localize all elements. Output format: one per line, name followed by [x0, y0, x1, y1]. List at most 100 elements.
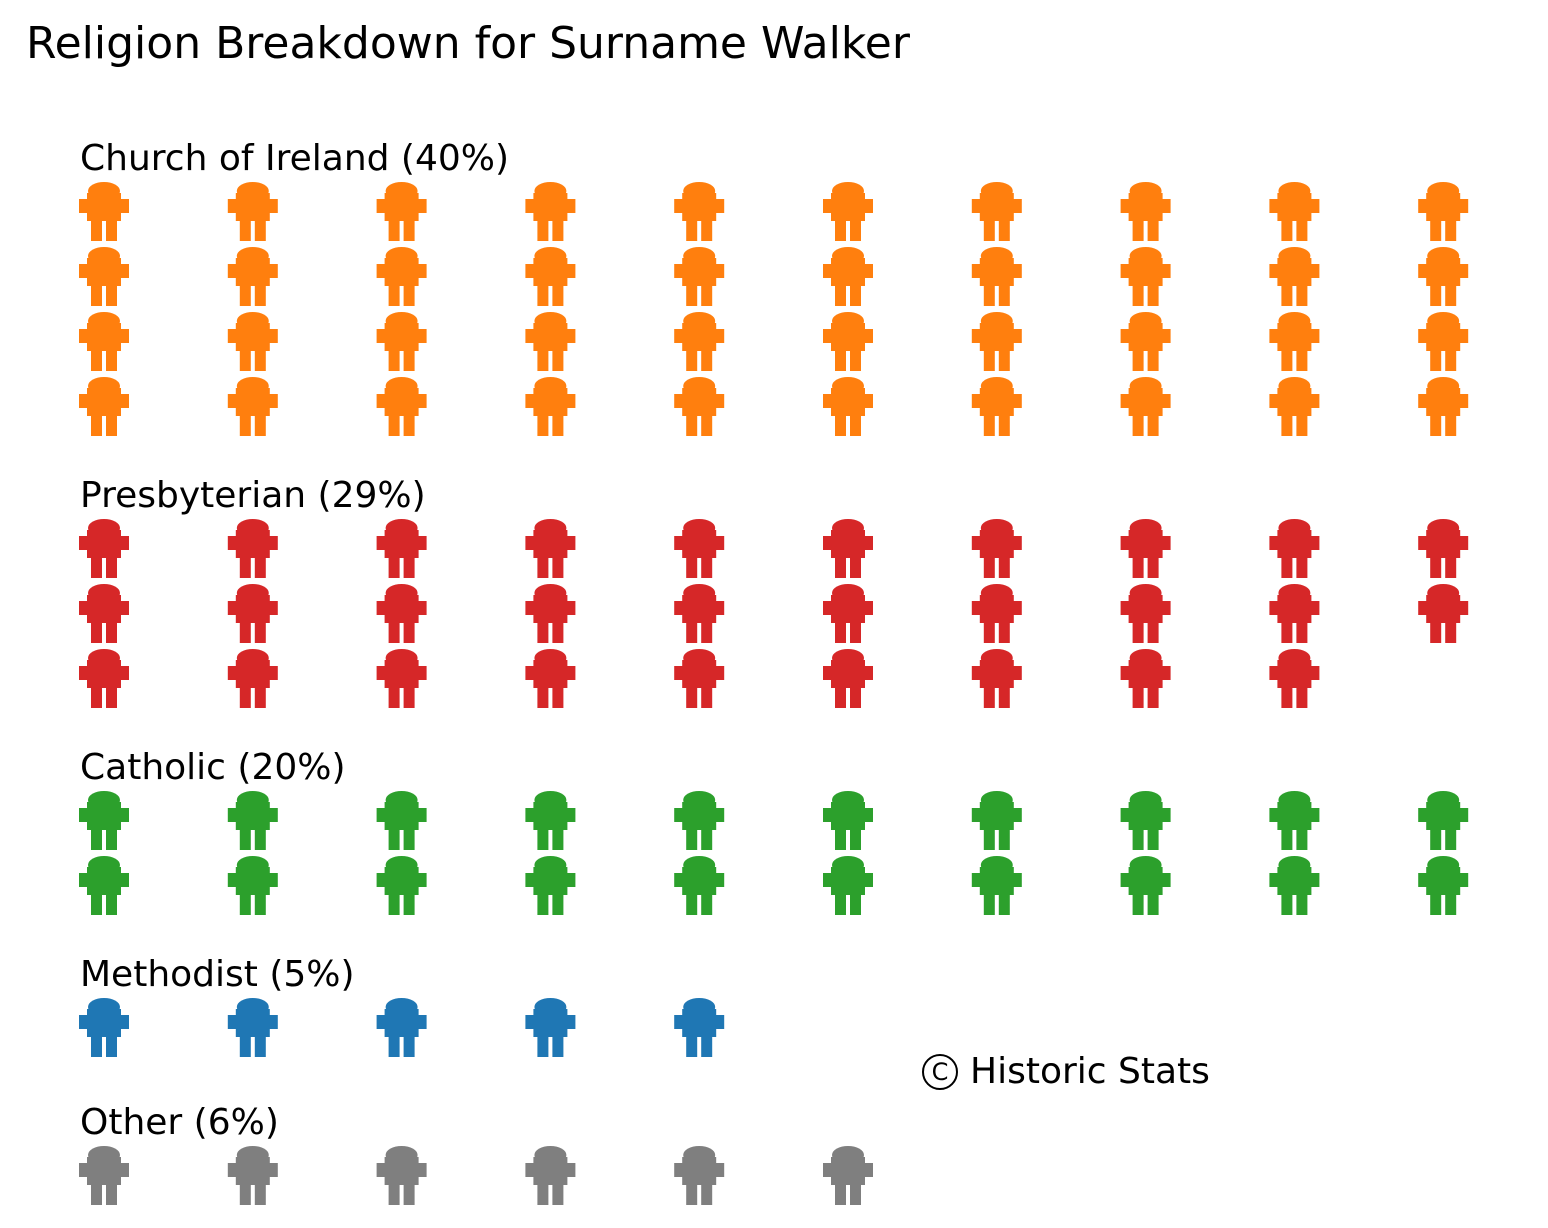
person-icon-church-of-ireland [525, 312, 576, 371]
person-icon-presbyterian [971, 649, 1022, 708]
person-icon-presbyterian [1120, 584, 1171, 643]
person-icon-church-of-ireland [79, 247, 129, 306]
person-icon-presbyterian [823, 584, 873, 643]
person-icon-presbyterian [525, 519, 576, 578]
group-label-other: Other (6%) [80, 1102, 279, 1143]
person-icon-church-of-ireland [1120, 182, 1171, 241]
person-icon-presbyterian [227, 649, 278, 708]
person-icon-church-of-ireland [227, 182, 278, 241]
person-icon-church-of-ireland [674, 182, 725, 241]
person-icon-other [79, 1146, 129, 1205]
person-icon-other [227, 1146, 278, 1205]
person-icon-catholic [1120, 791, 1171, 850]
person-icon-catholic [674, 856, 725, 915]
person-icon-presbyterian [1120, 649, 1171, 708]
person-icon-church-of-ireland [823, 247, 873, 306]
person-icon-church-of-ireland [823, 312, 873, 371]
person-icon-church-of-ireland [971, 247, 1022, 306]
person-icon-catholic [1418, 791, 1469, 850]
person-icon-catholic [79, 791, 129, 850]
person-icon-church-of-ireland [376, 247, 427, 306]
person-icon-catholic [79, 856, 129, 915]
person-icon-church-of-ireland [376, 312, 427, 371]
person-icon-catholic [376, 791, 427, 850]
person-icon-presbyterian [674, 584, 725, 643]
person-icon-church-of-ireland [1418, 247, 1469, 306]
person-icon-catholic [823, 856, 873, 915]
person-icon-presbyterian [525, 584, 576, 643]
person-icon-catholic [971, 856, 1022, 915]
person-icon-church-of-ireland [79, 377, 129, 436]
person-icon-presbyterian [1120, 519, 1171, 578]
person-icon-catholic [525, 856, 576, 915]
person-icon-methodist [376, 998, 427, 1057]
person-icon-catholic [1269, 856, 1320, 915]
person-icon-church-of-ireland [1269, 312, 1320, 371]
group-label-methodist: Methodist (5%) [80, 954, 355, 995]
group-label-presbyterian: Presbyterian (29%) [80, 475, 426, 516]
person-icon-catholic [1418, 856, 1469, 915]
person-icon-catholic [674, 791, 725, 850]
person-icon-presbyterian [376, 649, 427, 708]
person-icon-presbyterian [1418, 519, 1469, 578]
person-icon-presbyterian [1269, 584, 1320, 643]
person-icon-church-of-ireland [376, 182, 427, 241]
person-icon-presbyterian [227, 584, 278, 643]
person-icon-presbyterian [525, 649, 576, 708]
person-icon-church-of-ireland [525, 247, 576, 306]
person-icon-presbyterian [823, 649, 873, 708]
person-icon-presbyterian [1418, 584, 1469, 643]
person-icon-church-of-ireland [227, 247, 278, 306]
person-icon-presbyterian [376, 519, 427, 578]
person-icon-presbyterian [79, 584, 129, 643]
person-icon-church-of-ireland [1418, 182, 1469, 241]
chart-title: Religion Breakdown for Surname Walker [26, 18, 910, 69]
person-icon-church-of-ireland [1120, 247, 1171, 306]
person-icon-methodist [525, 998, 576, 1057]
annotation-text: Historic Stats [970, 1051, 1210, 1092]
person-icon-church-of-ireland [1269, 377, 1320, 436]
person-icon-methodist [674, 998, 725, 1057]
person-icon-church-of-ireland [971, 182, 1022, 241]
person-icon-church-of-ireland [227, 377, 278, 436]
person-icon-church-of-ireland [971, 377, 1022, 436]
person-icon-church-of-ireland [674, 377, 725, 436]
person-icon-other [674, 1146, 725, 1205]
person-icon-catholic [1269, 791, 1320, 850]
person-icon-church-of-ireland [79, 182, 129, 241]
person-icon-catholic [525, 791, 576, 850]
person-icon-presbyterian [376, 584, 427, 643]
person-icon-church-of-ireland [674, 312, 725, 371]
person-icon-catholic [376, 856, 427, 915]
person-icon-church-of-ireland [227, 312, 278, 371]
person-icon-church-of-ireland [674, 247, 725, 306]
person-icon-presbyterian [674, 519, 725, 578]
person-icon-other [823, 1146, 873, 1205]
copyright-annotation: C Historic Stats [922, 1050, 1210, 1093]
person-icon-church-of-ireland [1418, 312, 1469, 371]
person-icon-church-of-ireland [1120, 312, 1171, 371]
person-icon-other [376, 1146, 427, 1205]
person-icon-church-of-ireland [1418, 377, 1469, 436]
person-icon-church-of-ireland [1269, 247, 1320, 306]
person-icon-church-of-ireland [971, 312, 1022, 371]
person-icon-presbyterian [971, 519, 1022, 578]
person-icon-catholic [227, 856, 278, 915]
person-icon-church-of-ireland [823, 377, 873, 436]
person-icon-presbyterian [79, 649, 129, 708]
person-icon-catholic [823, 791, 873, 850]
person-icon-presbyterian [227, 519, 278, 578]
person-icon-church-of-ireland [823, 182, 873, 241]
copyright-icon: C [922, 1053, 958, 1090]
person-icon-church-of-ireland [1269, 182, 1320, 241]
group-label-catholic: Catholic (20%) [80, 747, 346, 788]
person-icon-church-of-ireland [525, 182, 576, 241]
person-icon-presbyterian [1269, 519, 1320, 578]
person-icon-other [525, 1146, 576, 1205]
person-icon-methodist [227, 998, 278, 1057]
person-icon-church-of-ireland [1120, 377, 1171, 436]
person-icon-presbyterian [823, 519, 873, 578]
person-icon-presbyterian [971, 584, 1022, 643]
person-icon-presbyterian [1269, 649, 1320, 708]
